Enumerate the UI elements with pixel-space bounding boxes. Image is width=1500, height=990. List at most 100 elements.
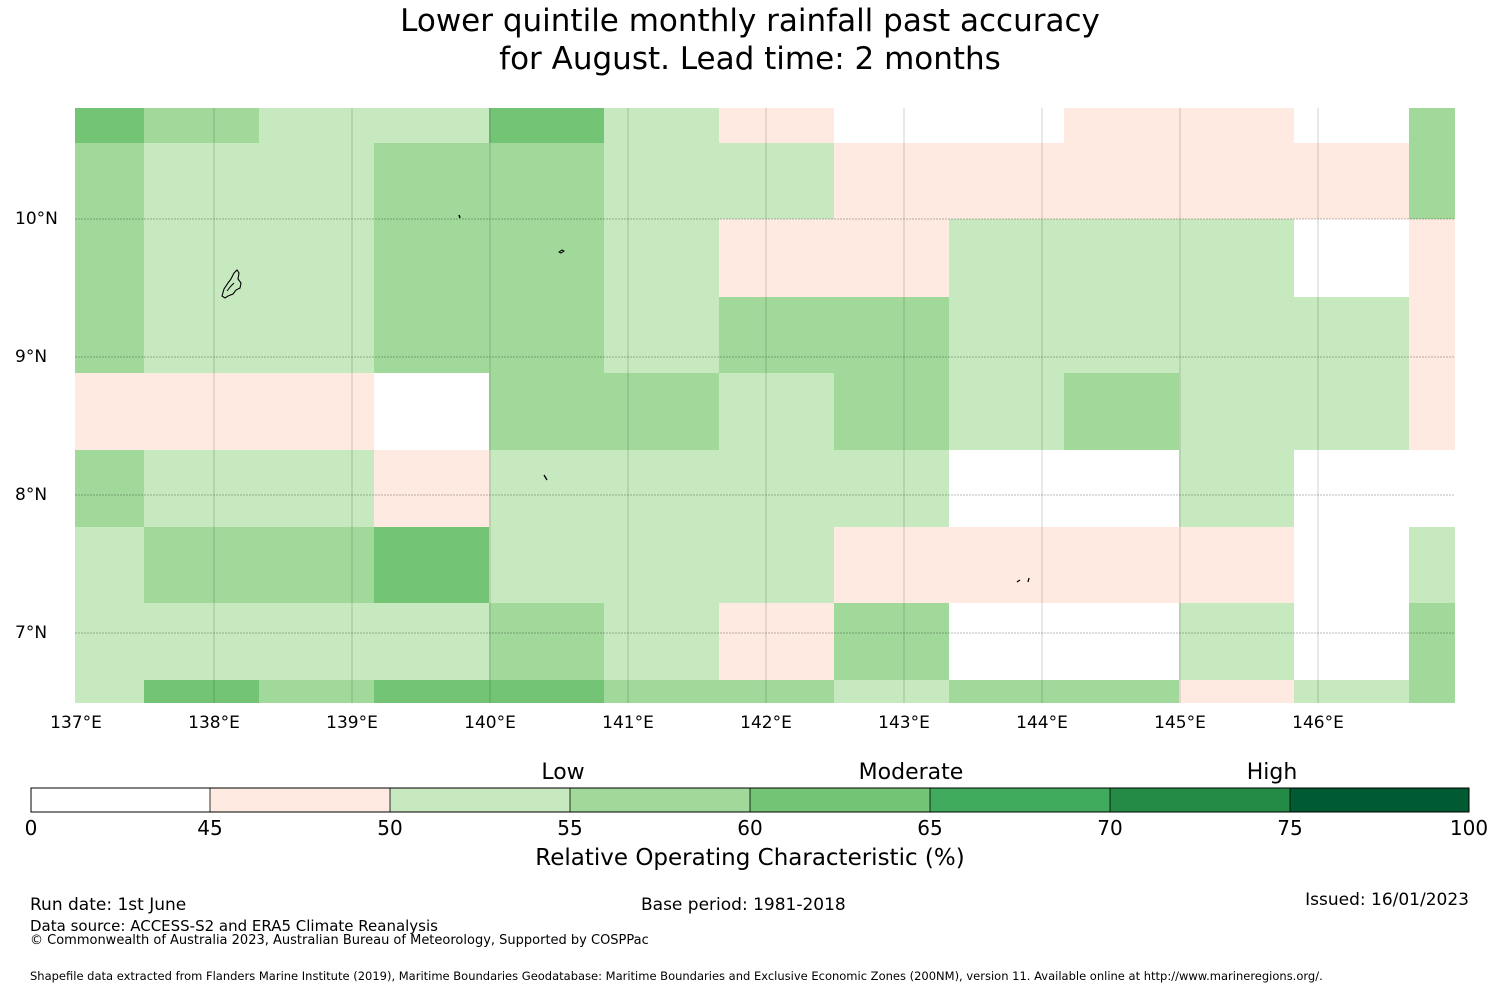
lat-tick-label: 8°N	[15, 485, 48, 505]
grid-cell	[259, 108, 374, 143]
grid-cell	[75, 297, 144, 373]
grid-cell	[144, 527, 259, 603]
grid-cell	[1179, 219, 1294, 297]
grid-cell	[259, 527, 374, 603]
grid-cell	[75, 108, 144, 143]
grid-cell	[604, 297, 719, 373]
colorbar-segment	[570, 788, 750, 812]
colorbar-segment	[1290, 788, 1469, 812]
grid-cell	[1409, 527, 1455, 603]
colorbar-segment	[750, 788, 930, 812]
grid-cell	[1179, 373, 1294, 450]
category-label-low: Low	[541, 760, 585, 785]
graticule	[75, 108, 1455, 703]
grid-cell	[144, 450, 259, 527]
grid-cell	[259, 297, 374, 373]
colorbar-tick-label: 50	[377, 816, 403, 840]
grid-cell	[834, 680, 949, 703]
grid-cell	[1064, 297, 1179, 373]
lon-tick-label: 146°E	[1292, 713, 1344, 733]
grid-cell	[259, 680, 374, 703]
grid-cell	[604, 527, 719, 603]
grid-cell	[1294, 297, 1409, 373]
grid-cell	[489, 450, 604, 527]
lon-tick-label: 145°E	[1154, 713, 1206, 733]
grid-cell	[719, 603, 834, 680]
grid-cell	[75, 373, 144, 450]
grid-cell	[719, 680, 834, 703]
grid-cell	[719, 143, 834, 219]
colorbar	[30, 787, 1470, 813]
grid-cell	[1409, 680, 1455, 703]
colorbar-tick-label: 100	[1449, 816, 1489, 840]
grid-cell	[834, 450, 949, 527]
colorbar-segment	[210, 788, 390, 812]
lon-tick-label: 140°E	[464, 713, 516, 733]
lon-tick-label: 141°E	[602, 713, 654, 733]
grid-cell	[1064, 527, 1179, 603]
grid-cell	[1064, 219, 1179, 297]
grid-cell	[1179, 603, 1294, 680]
grid-cell	[259, 603, 374, 680]
colorbar-tick-label: 65	[917, 816, 943, 840]
grid-cell	[949, 219, 1064, 297]
lat-tick-label: 9°N	[15, 347, 48, 367]
grid-cell	[374, 108, 489, 143]
grid-cell	[489, 143, 604, 219]
grid-cell	[75, 450, 144, 527]
grid-cell	[144, 373, 259, 450]
grid-cell	[374, 450, 489, 527]
grid-cell	[1294, 373, 1409, 450]
grid-cell	[1179, 143, 1294, 219]
grid-cell	[1064, 680, 1179, 703]
grid-cell	[719, 527, 834, 603]
grid-cell	[1179, 680, 1294, 703]
grid-cell	[1294, 143, 1409, 219]
grid-cell	[489, 108, 604, 143]
grid-cell	[834, 297, 949, 373]
grid-cell	[719, 108, 834, 143]
colorbar-segment	[390, 788, 570, 812]
grid-cell	[1409, 108, 1455, 143]
island-outline	[543, 474, 548, 481]
grid-cell	[144, 219, 259, 297]
grid-cell	[489, 680, 604, 703]
grid-cell	[144, 108, 259, 143]
grid-cell	[374, 297, 489, 373]
island-outline	[558, 249, 565, 254]
grid-cell	[604, 373, 719, 450]
grid-cell	[489, 527, 604, 603]
grid-cell	[604, 680, 719, 703]
colorbar-tick-label: 45	[197, 816, 223, 840]
colorbar-tick-label: 0	[24, 816, 38, 840]
data-source: Data source: ACCESS-S2 and ERA5 Climate …	[30, 917, 438, 935]
grid-cell	[604, 108, 719, 143]
lon-tick-label: 144°E	[1016, 713, 1068, 733]
grid-cell	[719, 219, 834, 297]
grid-cell	[834, 373, 949, 450]
colorbar-tick-label: 55	[557, 816, 583, 840]
grid-cell	[75, 680, 144, 703]
grid-cell	[144, 603, 259, 680]
grid-cell	[259, 373, 374, 450]
grid-cell	[374, 527, 489, 603]
colorbar-tick-label: 60	[737, 816, 763, 840]
colorbar-tick-label: 75	[1277, 816, 1303, 840]
grid-cell	[144, 143, 259, 219]
category-label-moderate: Moderate	[858, 760, 964, 785]
title-line-2: for August. Lead time: 2 months	[499, 41, 1001, 77]
grid-cell	[75, 143, 144, 219]
grid-cell	[144, 297, 259, 373]
lon-tick-label: 142°E	[740, 713, 792, 733]
category-label-high: High	[1246, 760, 1298, 785]
lat-tick-label: 7°N	[15, 623, 48, 643]
grid-cell	[719, 450, 834, 527]
grid-cell	[949, 527, 1064, 603]
grid-cell	[604, 143, 719, 219]
grid-cell	[949, 143, 1064, 219]
grid-cell	[1409, 373, 1455, 450]
grid-cell	[259, 450, 374, 527]
lon-tick-label: 138°E	[188, 713, 240, 733]
grid-cell	[1179, 297, 1294, 373]
coastlines	[221, 214, 1030, 583]
